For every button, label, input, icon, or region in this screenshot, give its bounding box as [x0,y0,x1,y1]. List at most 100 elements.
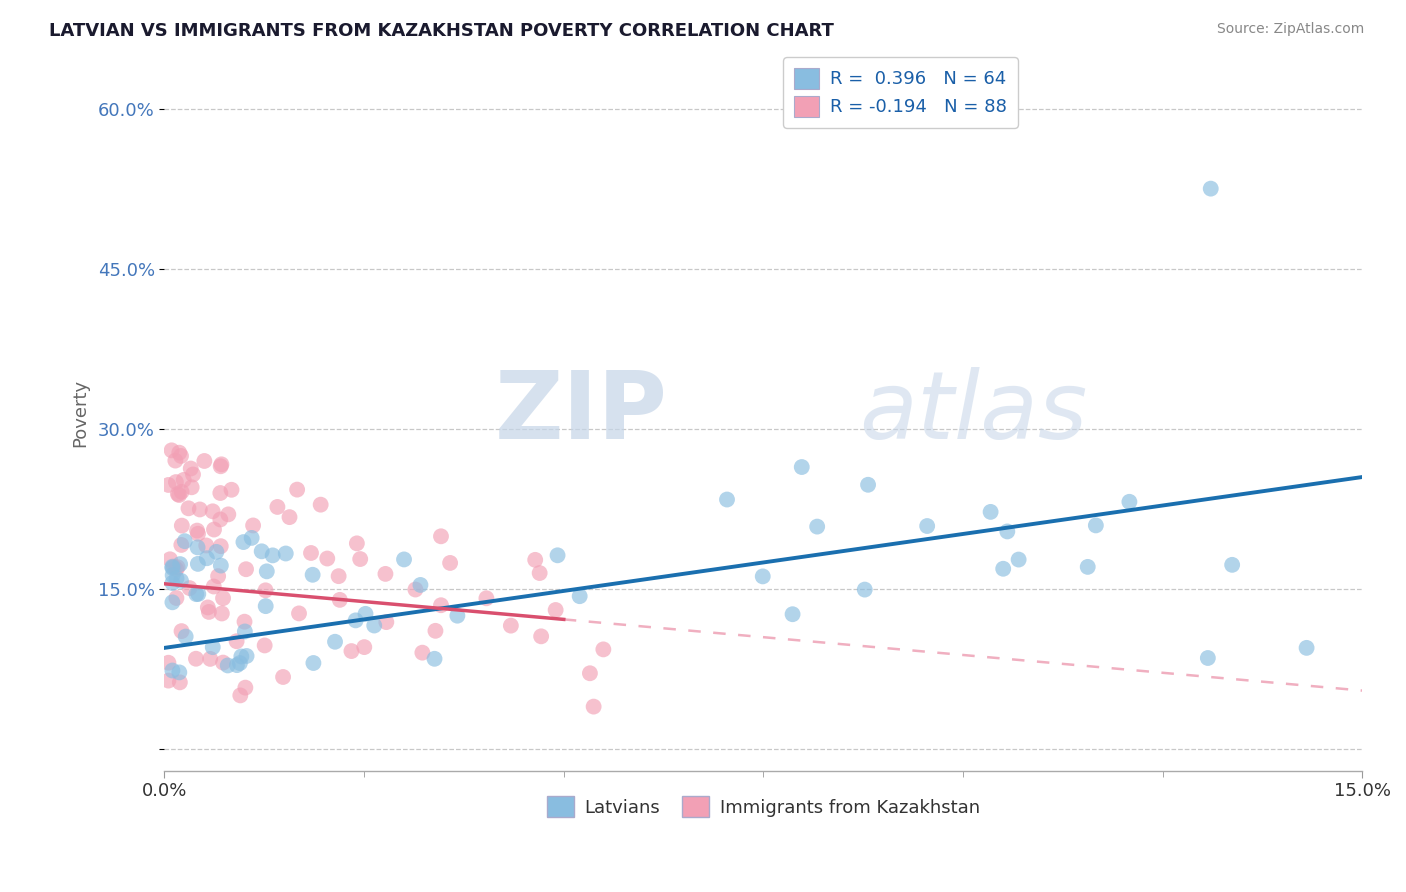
Point [374,566,396,581]
Point [346,536,368,550]
Point [329,592,352,607]
Point [177,501,200,516]
Point [262,549,284,563]
Point [193,454,215,468]
Point [409,578,432,592]
Point [157,656,180,670]
Point [195,551,218,566]
Point [170,624,193,639]
Point [274,547,297,561]
Point [1084,518,1107,533]
Point [253,639,276,653]
Point [162,568,184,582]
Point [165,453,187,467]
Point [198,605,221,619]
Point [221,483,243,497]
Point [288,607,311,621]
Text: LATVIAN VS IMMIGRANTS FROM KAZAKHSTAN POVERTY CORRELATION CHART: LATVIAN VS IMMIGRANTS FROM KAZAKHSTAN PO… [49,22,834,40]
Point [915,519,938,533]
Point [446,608,468,623]
Point [1199,181,1222,195]
Point [166,560,188,574]
Point [157,478,180,492]
Point [173,473,195,487]
Point [160,443,183,458]
Point [211,607,233,621]
Point [993,562,1015,576]
Text: Source: ZipAtlas.com: Source: ZipAtlas.com [1216,22,1364,37]
Point [1007,552,1029,566]
Point [271,670,294,684]
Point [198,652,221,666]
Point [187,557,209,571]
Y-axis label: Poverty: Poverty [72,379,89,447]
Point [209,539,232,553]
Point [579,666,602,681]
Point [568,589,591,603]
Point [323,634,346,648]
Point [301,567,323,582]
Point [209,459,232,474]
Point [186,587,208,601]
Point [430,529,453,543]
Point [475,591,498,606]
Point [1077,560,1099,574]
Point [229,689,252,703]
Point [853,582,876,597]
Point [316,551,339,566]
Point [856,477,879,491]
Point [165,562,187,576]
Point [235,681,257,695]
Point [170,538,193,552]
Point [209,512,232,526]
Point [162,595,184,609]
Point [202,580,225,594]
Point [582,699,605,714]
Point [209,486,232,500]
Point [716,492,738,507]
Point [170,484,193,499]
Point [231,649,253,664]
Point [254,599,277,614]
Point [242,518,264,533]
Point [529,566,551,580]
Point [751,569,773,583]
Point [530,629,553,643]
Point [328,569,350,583]
Point [197,600,219,615]
Point [174,630,197,644]
Point [207,569,229,583]
Point [169,557,191,571]
Point [1295,640,1317,655]
Point [173,534,195,549]
Point [212,656,235,670]
Point [184,651,207,665]
Point [375,615,398,629]
Point [180,480,202,494]
Point [167,487,190,501]
Point [363,618,385,632]
Point [256,565,278,579]
Point [344,613,367,627]
Point [302,656,325,670]
Point [353,640,375,654]
Point [188,502,211,516]
Point [205,545,228,559]
Point [254,583,277,598]
Point [229,656,252,670]
Point [212,591,235,606]
Point [340,644,363,658]
Point [592,642,614,657]
Point [1220,558,1243,572]
Point [179,581,201,595]
Point [217,658,239,673]
Point [186,524,208,538]
Point [425,624,447,638]
Point [187,587,209,601]
Point [180,461,202,475]
Point [167,488,190,502]
Point [266,500,288,514]
Point [170,574,193,588]
Point [354,607,377,621]
Point [423,652,446,666]
